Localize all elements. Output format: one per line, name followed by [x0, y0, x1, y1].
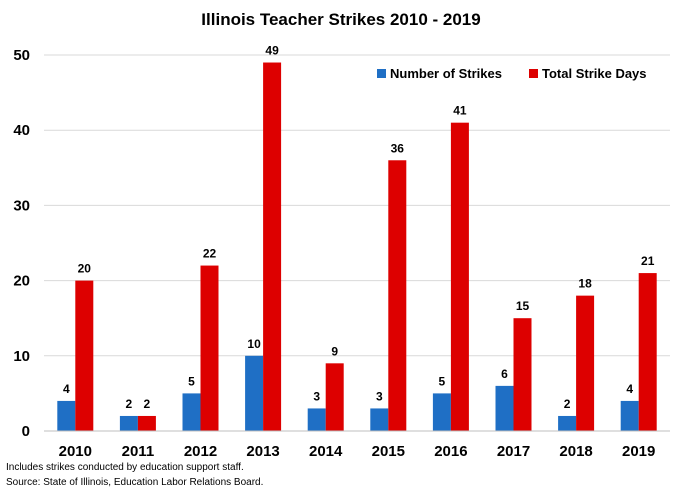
data-label: 49	[265, 44, 279, 58]
data-label: 41	[453, 104, 467, 118]
bar-total-strike-days	[388, 160, 407, 431]
data-label: 5	[188, 374, 195, 388]
bar-total-strike-days	[263, 62, 282, 432]
data-label: 4	[63, 382, 70, 396]
data-label: 36	[391, 141, 405, 155]
bar-total-strike-days	[137, 415, 156, 431]
legend-label-number-of-strikes: Number of Strikes	[390, 66, 502, 81]
x-tick-label: 2012	[184, 443, 217, 460]
y-tick-label: 20	[13, 273, 30, 290]
data-label: 2	[144, 397, 151, 411]
bar-total-strike-days	[638, 273, 657, 431]
bar-total-strike-days	[450, 122, 469, 432]
data-label: 2	[564, 397, 571, 411]
data-label: 2	[126, 397, 133, 411]
x-tick-label: 2019	[622, 443, 655, 460]
legend-swatch-total-strike-days	[529, 69, 538, 78]
data-label: 21	[641, 254, 655, 268]
x-tick-label: 2010	[59, 443, 92, 460]
bar-total-strike-days	[576, 295, 595, 431]
data-label: 9	[331, 344, 338, 358]
bars	[57, 62, 657, 432]
chart-title: Illinois Teacher Strikes 2010 - 2019	[201, 10, 480, 29]
x-tick-label: 2018	[559, 443, 592, 460]
x-tick-label: 2017	[497, 443, 530, 460]
bar-number-of-strikes	[307, 408, 326, 431]
bar-total-strike-days	[513, 318, 532, 431]
source-note: Source: State of Illinois, Education Lab…	[6, 477, 264, 488]
bar-number-of-strikes	[245, 355, 264, 431]
data-label: 4	[626, 382, 633, 396]
bar-total-strike-days	[325, 363, 344, 431]
data-label: 6	[501, 367, 508, 381]
data-label: 20	[78, 262, 92, 276]
footnote: Includes strikes conducted by education …	[6, 462, 244, 473]
y-axis: 0 10 20 30 40 50	[13, 47, 30, 440]
bar-number-of-strikes	[495, 385, 514, 431]
bar-number-of-strikes	[57, 400, 76, 431]
data-label: 15	[516, 299, 530, 313]
x-tick-label: 2014	[309, 443, 343, 460]
y-tick-label: 10	[13, 348, 30, 365]
data-label: 18	[578, 277, 592, 291]
data-label: 3	[313, 389, 320, 403]
x-tick-label: 2015	[372, 443, 405, 460]
bar-total-strike-days	[200, 265, 219, 431]
gridlines	[44, 54, 670, 357]
legend: Number of Strikes Total Strike Days	[377, 66, 647, 81]
data-label: 3	[376, 389, 383, 403]
data-label: 22	[203, 247, 217, 261]
y-tick-label: 30	[13, 197, 30, 214]
x-tick-label: 2013	[246, 443, 279, 460]
legend-label-total-strike-days: Total Strike Days	[542, 66, 647, 81]
bar-number-of-strikes	[432, 393, 451, 431]
data-label: 10	[247, 337, 261, 351]
x-axis: 2010 2011 2012 2013 2014 2015 2016 2017 2018 2019	[44, 430, 670, 460]
y-tick-label: 0	[22, 423, 30, 440]
data-label: 5	[439, 374, 446, 388]
bar-number-of-strikes	[370, 408, 389, 431]
y-tick-label: 50	[13, 47, 30, 64]
bar-total-strike-days	[75, 280, 94, 431]
x-tick-label: 2016	[434, 443, 467, 460]
bar-number-of-strikes	[182, 393, 201, 431]
bar-number-of-strikes	[119, 415, 138, 431]
bar-number-of-strikes	[558, 415, 577, 431]
y-tick-label: 40	[13, 122, 30, 139]
legend-swatch-number-of-strikes	[377, 69, 386, 78]
bar-number-of-strikes	[620, 400, 639, 431]
x-tick-label: 2011	[122, 443, 155, 460]
